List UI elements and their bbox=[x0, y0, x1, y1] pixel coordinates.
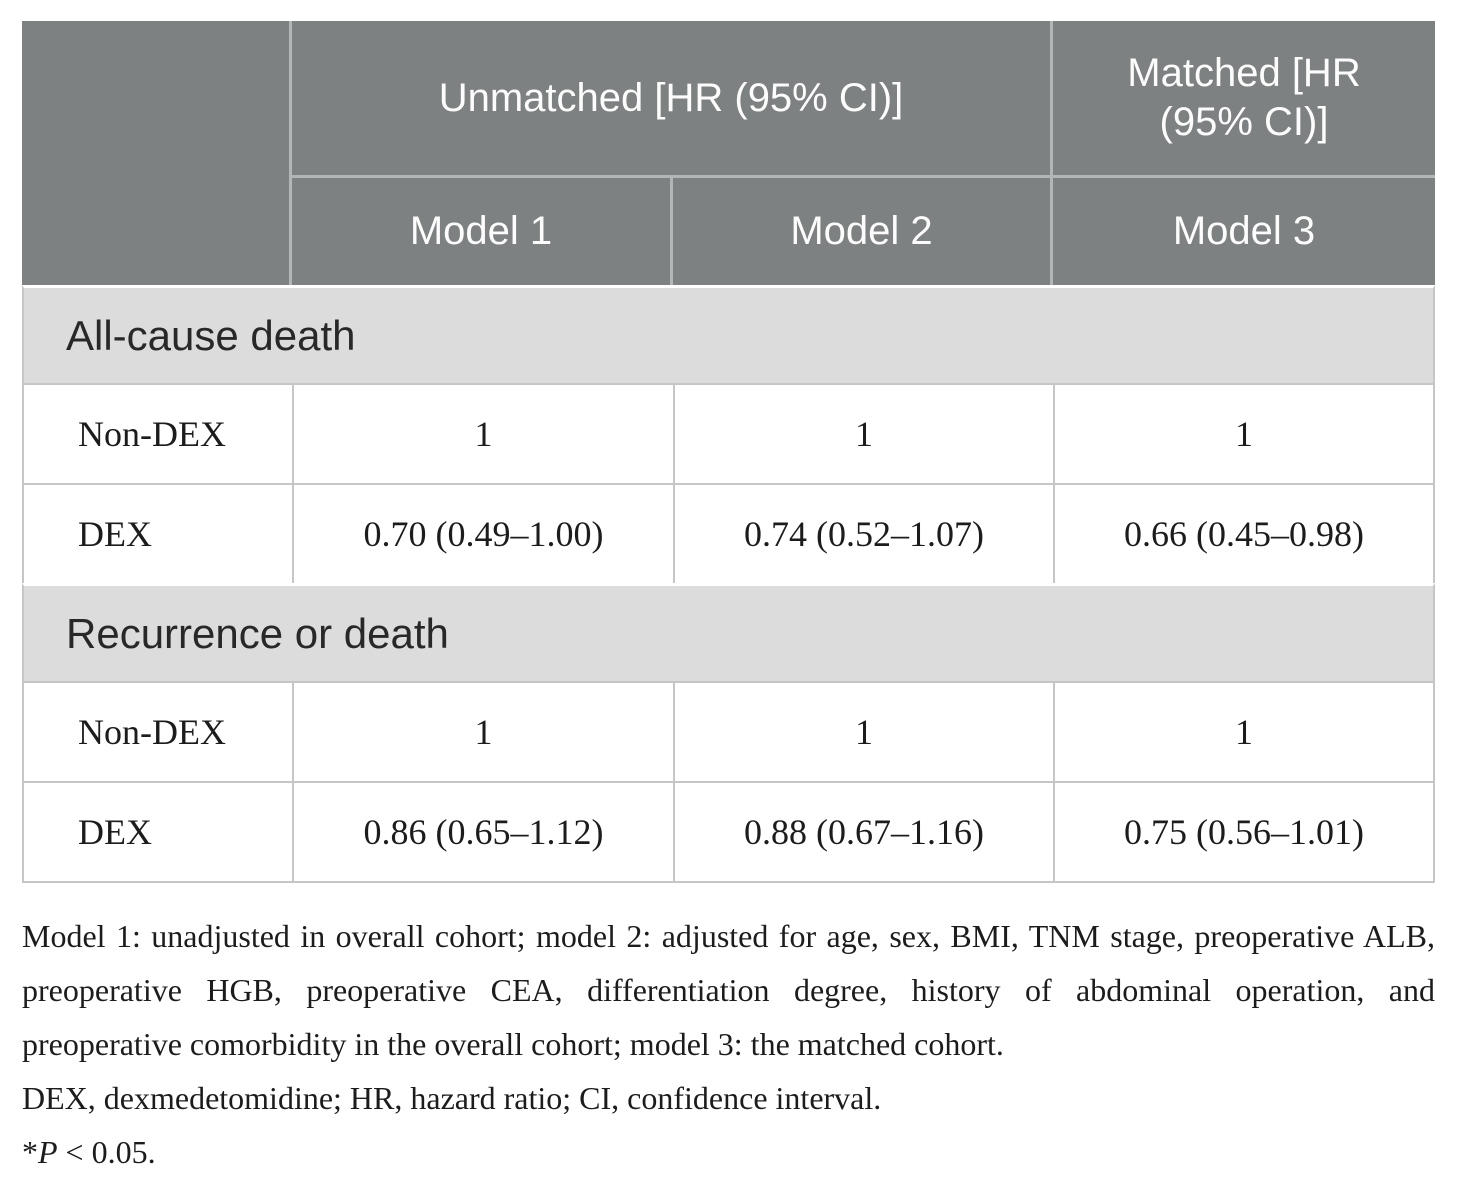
section-row-recurrence-or-death: Recurrence or death bbox=[22, 583, 1435, 681]
unmatched-group-label: Unmatched [HR (95% CI)] bbox=[438, 75, 904, 120]
header-model-row: Model 1 Model 2 Model 3 bbox=[22, 178, 1435, 285]
model3-value: 0.66 (0.45–0.98) bbox=[1053, 483, 1435, 583]
model2-value: 0.88 (0.67–1.16) bbox=[673, 781, 1053, 883]
unmatched-group-header: Unmatched [HR (95% CI)] bbox=[292, 21, 1053, 178]
significance-threshold: < 0.05. bbox=[57, 1134, 156, 1170]
header-group-row: Unmatched [HR (95% CI)] Matched [HR (95%… bbox=[22, 21, 1435, 285]
model2-value: 1 bbox=[673, 681, 1053, 781]
table-footnotes: Model 1: unadjusted in overall cohort; m… bbox=[22, 909, 1435, 1179]
footnote-models: Model 1: unadjusted in overall cohort; m… bbox=[22, 918, 1435, 1062]
model3-header: Model 3 bbox=[1053, 178, 1435, 285]
model3-value: 1 bbox=[1053, 383, 1435, 483]
model1-header: Model 1 bbox=[292, 178, 673, 285]
hazard-ratio-table-figure: Unmatched [HR (95% CI)] Matched [HR (95%… bbox=[22, 21, 1435, 1179]
footnote-significance: *P < 0.05. bbox=[22, 1125, 1435, 1179]
table-header: Unmatched [HR (95% CI)] Matched [HR (95%… bbox=[22, 21, 1435, 285]
matched-group-header: Matched [HR (95% CI)] bbox=[1053, 21, 1435, 178]
table-row: Non-DEX 1 1 1 bbox=[22, 681, 1435, 781]
model1-value: 1 bbox=[292, 681, 673, 781]
section-row-all-cause-death: All-cause death bbox=[22, 285, 1435, 383]
model1-value: 1 bbox=[292, 383, 673, 483]
hazard-ratio-table: Unmatched [HR (95% CI)] Matched [HR (95%… bbox=[22, 21, 1435, 883]
model3-value: 1 bbox=[1053, 681, 1435, 781]
table-row: DEX 0.86 (0.65–1.12) 0.88 (0.67–1.16) 0.… bbox=[22, 781, 1435, 883]
model2-header: Model 2 bbox=[673, 178, 1053, 285]
row-label: DEX bbox=[22, 781, 292, 883]
model2-value: 0.74 (0.52–1.07) bbox=[673, 483, 1053, 583]
model1-value: 0.70 (0.49–1.00) bbox=[292, 483, 673, 583]
model3-value: 0.75 (0.56–1.01) bbox=[1053, 781, 1435, 883]
corner-cell bbox=[22, 21, 292, 285]
model2-value: 1 bbox=[673, 383, 1053, 483]
table-row: Non-DEX 1 1 1 bbox=[22, 383, 1435, 483]
table-body: All-cause death Non-DEX 1 1 1 DEX 0.70 (… bbox=[22, 285, 1435, 883]
section-title: Recurrence or death bbox=[22, 583, 1435, 681]
model1-value: 0.86 (0.65–1.12) bbox=[292, 781, 673, 883]
table-row: DEX 0.70 (0.49–1.00) 0.74 (0.52–1.07) 0.… bbox=[22, 483, 1435, 583]
significance-star: * bbox=[22, 1134, 38, 1170]
significance-p: P bbox=[38, 1134, 58, 1170]
matched-group-label-line2: (95% CI)] bbox=[1159, 100, 1329, 144]
row-label: DEX bbox=[22, 483, 292, 583]
section-title: All-cause death bbox=[22, 285, 1435, 383]
row-label: Non-DEX bbox=[22, 383, 292, 483]
footnote-abbreviations: DEX, dexmedetomidine; HR, hazard ratio; … bbox=[22, 1080, 882, 1116]
row-label: Non-DEX bbox=[22, 681, 292, 781]
matched-group-label-line1: Matched [HR bbox=[1127, 51, 1361, 96]
